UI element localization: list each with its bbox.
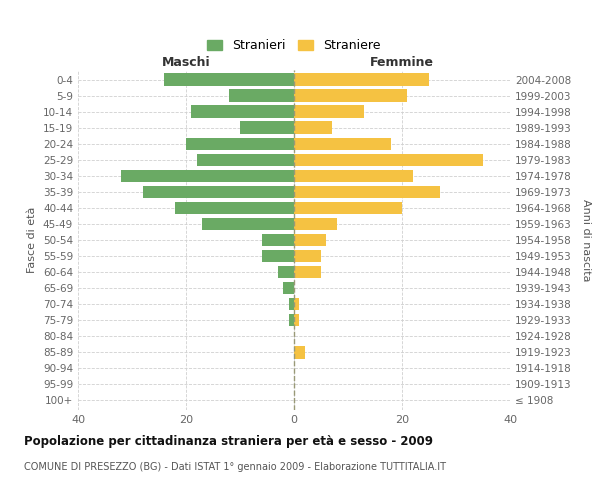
Text: Popolazione per cittadinanza straniera per età e sesso - 2009: Popolazione per cittadinanza straniera p… xyxy=(24,435,433,448)
Bar xyxy=(164,74,294,86)
Legend: Stranieri, Straniere: Stranieri, Straniere xyxy=(203,36,385,56)
Bar xyxy=(202,218,294,230)
Bar xyxy=(278,266,294,278)
Bar xyxy=(294,218,337,230)
Bar xyxy=(283,282,294,294)
Bar xyxy=(294,154,483,166)
Bar xyxy=(294,250,321,262)
Bar xyxy=(229,90,294,102)
Y-axis label: Anni di nascita: Anni di nascita xyxy=(581,198,591,281)
Bar xyxy=(294,90,407,102)
Bar xyxy=(294,298,299,310)
Bar xyxy=(143,186,294,198)
Y-axis label: Fasce di età: Fasce di età xyxy=(28,207,37,273)
Bar xyxy=(294,266,321,278)
Text: Femmine: Femmine xyxy=(370,56,434,69)
Bar xyxy=(294,106,364,118)
Bar xyxy=(262,234,294,246)
Bar xyxy=(294,346,305,358)
Text: COMUNE DI PRESEZZO (BG) - Dati ISTAT 1° gennaio 2009 - Elaborazione TUTTITALIA.I: COMUNE DI PRESEZZO (BG) - Dati ISTAT 1° … xyxy=(24,462,446,472)
Bar xyxy=(294,122,332,134)
Bar xyxy=(240,122,294,134)
Bar xyxy=(262,250,294,262)
Bar xyxy=(294,170,413,182)
Bar xyxy=(191,106,294,118)
Bar xyxy=(294,234,326,246)
Bar xyxy=(289,314,294,326)
Bar xyxy=(294,314,299,326)
Bar xyxy=(197,154,294,166)
Bar xyxy=(289,298,294,310)
Text: Maschi: Maschi xyxy=(161,56,211,69)
Bar xyxy=(175,202,294,214)
Bar xyxy=(121,170,294,182)
Bar xyxy=(186,138,294,150)
Bar xyxy=(294,138,391,150)
Bar xyxy=(294,202,402,214)
Bar xyxy=(294,186,440,198)
Bar xyxy=(294,74,429,86)
